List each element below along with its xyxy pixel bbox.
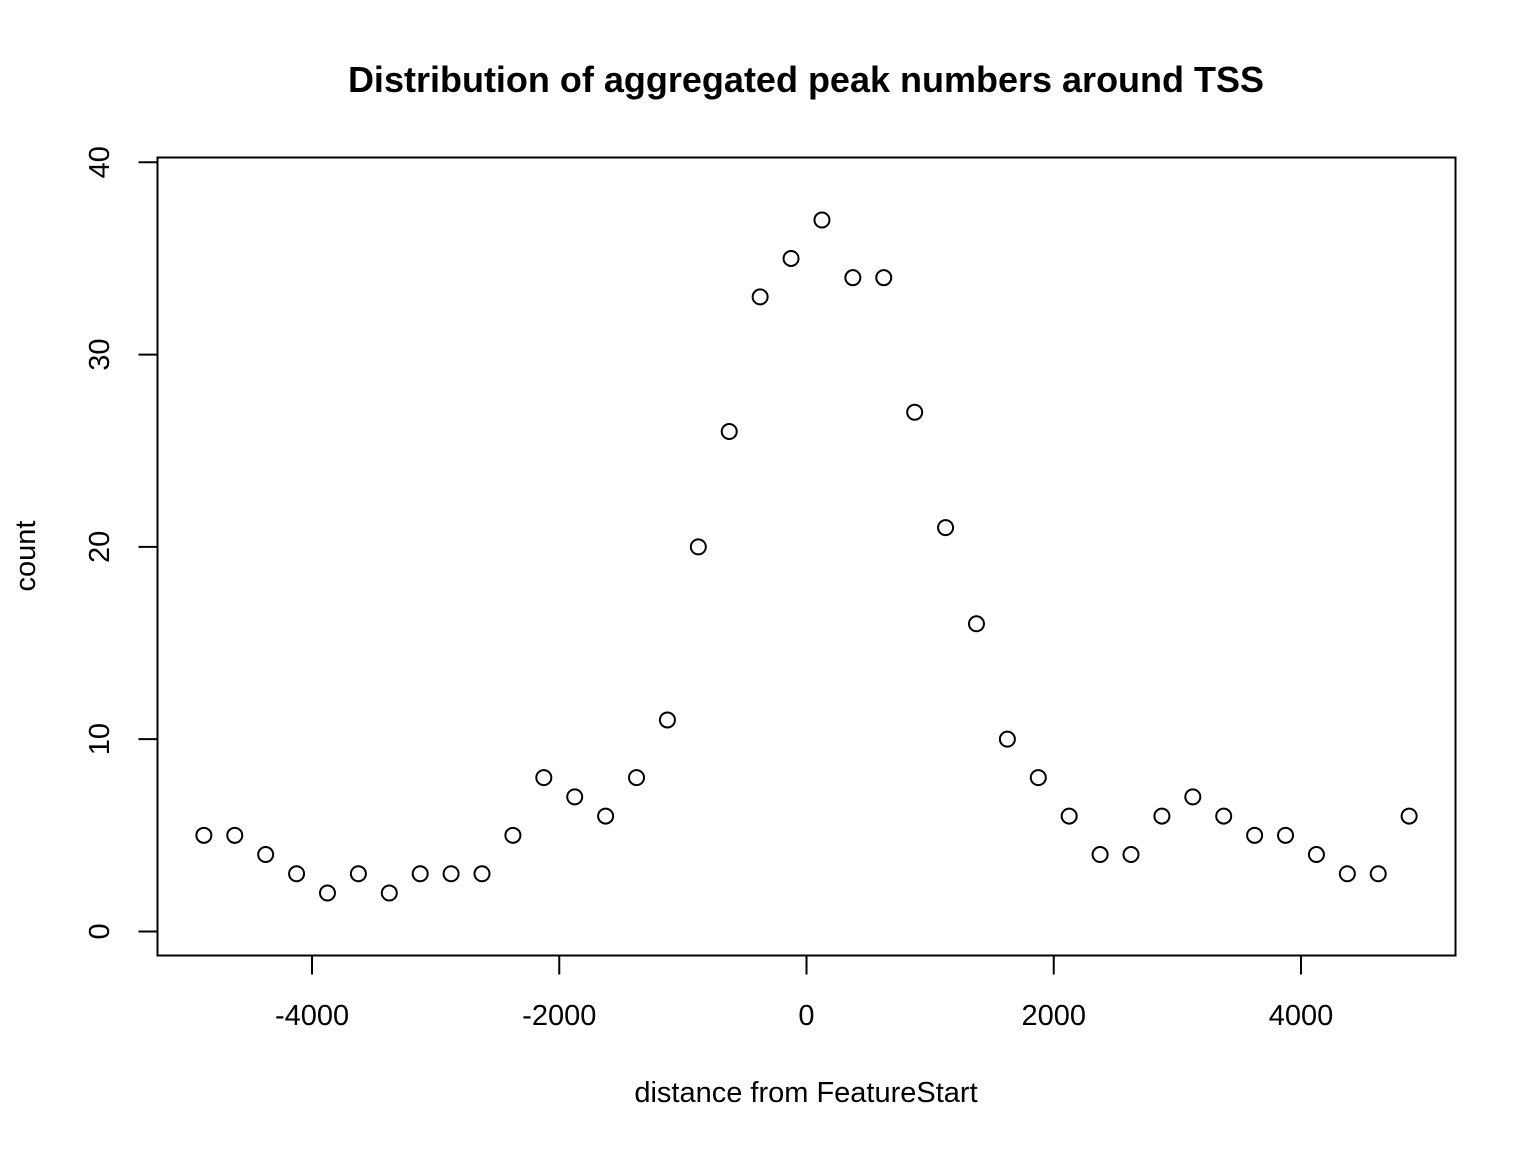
y-tick-label: 10 [84, 723, 116, 755]
x-tick-label: 0 [798, 1000, 814, 1032]
data-point [813, 211, 831, 229]
data-point [597, 807, 615, 825]
data-point [318, 884, 336, 902]
data-point [1215, 807, 1233, 825]
data-point [504, 826, 522, 844]
y-axis: 0 10 20 30 40 [84, 146, 159, 940]
data-point [875, 269, 893, 287]
data-point [751, 288, 769, 306]
data-point [1060, 807, 1078, 825]
data-point [380, 884, 398, 902]
data-point [1091, 846, 1109, 864]
data-point [658, 711, 676, 729]
x-axis-label: distance from FeatureStart [634, 1077, 977, 1109]
data-point [535, 769, 553, 787]
data-point [967, 615, 985, 633]
data-point [1400, 807, 1418, 825]
data-point [689, 538, 707, 556]
data-point [1338, 865, 1356, 883]
data-point [566, 788, 584, 806]
data-point [998, 730, 1016, 748]
data-point [288, 865, 306, 883]
data-point [226, 826, 244, 844]
x-axis: -4000 -2000 0 2000 4000 [275, 954, 1334, 1032]
data-point [1246, 826, 1264, 844]
data-point [1029, 769, 1047, 787]
data-point [349, 865, 367, 883]
data-points [195, 211, 1418, 902]
data-point [1277, 826, 1295, 844]
data-point [937, 519, 955, 537]
x-tick-label: -4000 [275, 1000, 349, 1032]
data-point [1153, 807, 1171, 825]
data-point [844, 269, 862, 287]
data-point [473, 865, 491, 883]
data-point [782, 249, 800, 267]
data-point [1369, 865, 1387, 883]
data-point [906, 403, 924, 421]
data-point [411, 865, 429, 883]
data-point [442, 865, 460, 883]
x-tick-label: 2000 [1021, 1000, 1086, 1032]
data-point [720, 423, 738, 441]
data-point [1122, 846, 1140, 864]
data-point [628, 769, 646, 787]
y-axis-label: count [10, 521, 42, 592]
y-tick-label: 0 [84, 923, 116, 939]
chart-title: Distribution of aggregated peak numbers … [348, 59, 1264, 100]
data-point [195, 826, 213, 844]
y-tick-label: 30 [84, 338, 116, 370]
data-point [1184, 788, 1202, 806]
y-tick-label: 20 [84, 531, 116, 563]
data-point [1307, 846, 1325, 864]
x-tick-label: -2000 [522, 1000, 596, 1032]
data-point [257, 846, 275, 864]
x-tick-label: 4000 [1269, 1000, 1334, 1032]
plot-frame [156, 156, 1457, 957]
y-tick-label: 40 [84, 146, 116, 178]
